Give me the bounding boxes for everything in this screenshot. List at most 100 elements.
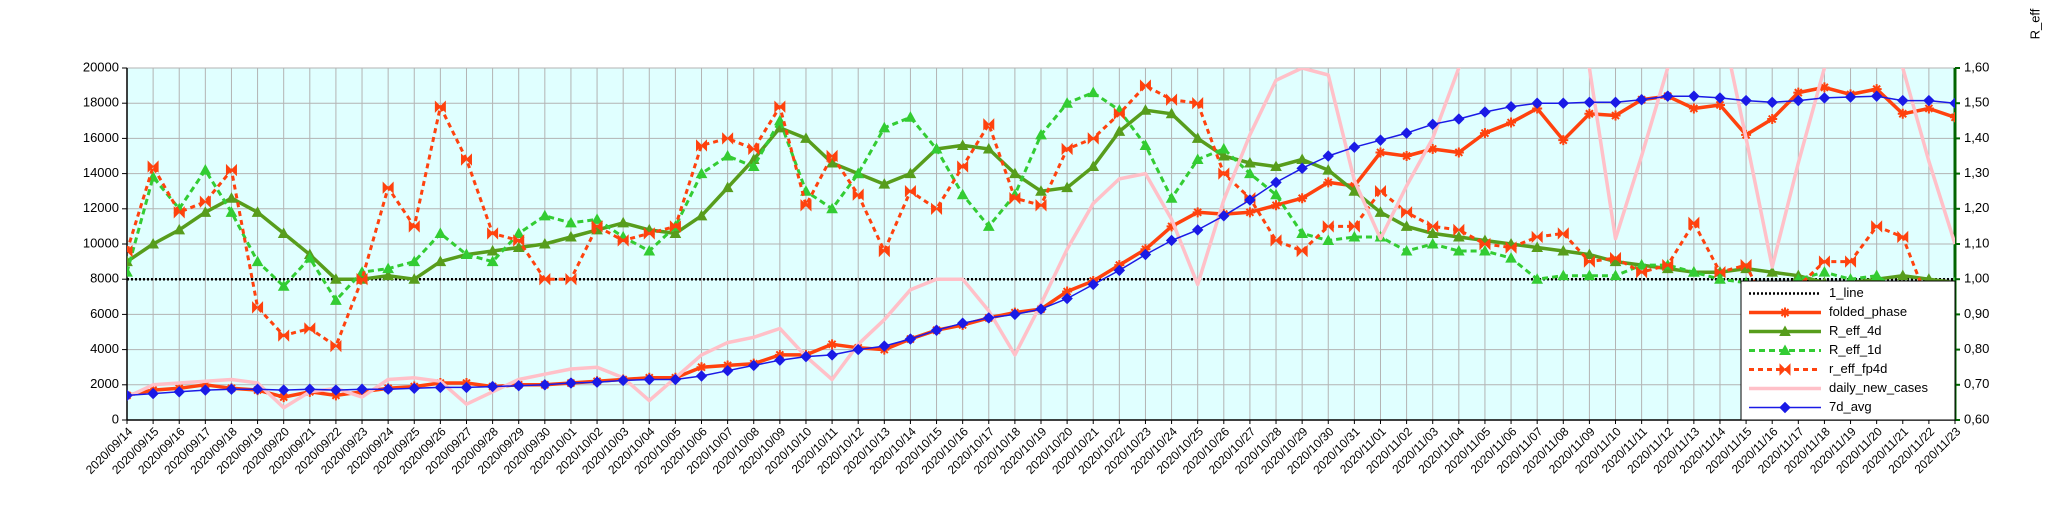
marker (513, 379, 525, 392)
marker (1113, 125, 1126, 136)
marker (669, 220, 681, 233)
y-tick-label: 2000 (90, 376, 119, 391)
marker (1035, 128, 1047, 140)
marker (1896, 269, 1909, 281)
marker (1779, 344, 1791, 355)
marker (512, 241, 525, 253)
marker (303, 252, 316, 263)
marker (1635, 93, 1648, 106)
marker (356, 272, 368, 286)
marker (330, 384, 342, 396)
marker (800, 199, 812, 212)
marker (1087, 86, 1100, 98)
marker (1506, 117, 1517, 128)
marker (565, 377, 577, 389)
marker (1793, 87, 1804, 98)
marker (1610, 110, 1621, 121)
legend-label: 1_line (1829, 285, 1864, 300)
marker (1348, 230, 1361, 242)
marker (1400, 245, 1413, 256)
marker (147, 237, 159, 249)
marker (408, 382, 420, 395)
marker (1584, 108, 1595, 119)
marker (356, 383, 368, 395)
marker (1192, 96, 1204, 110)
y2-tick-label: 0,90 (1964, 306, 1989, 321)
marker (617, 234, 629, 247)
marker (1557, 97, 1569, 109)
marker (252, 301, 264, 314)
marker (1348, 141, 1361, 153)
marker (434, 227, 447, 238)
marker (1218, 167, 1230, 180)
marker (1636, 265, 1648, 279)
marker (330, 294, 342, 305)
marker (1453, 147, 1464, 158)
marker (199, 195, 211, 208)
marker (1166, 221, 1177, 232)
marker (199, 164, 212, 175)
marker (1087, 132, 1099, 145)
marker (1950, 112, 1955, 123)
marker (1244, 194, 1256, 206)
marker (382, 383, 394, 395)
marker (434, 381, 447, 394)
marker (538, 209, 551, 221)
marker (1401, 151, 1412, 161)
marker (826, 202, 838, 214)
marker (1139, 139, 1152, 150)
marker (643, 227, 655, 240)
marker (1714, 99, 1725, 110)
marker (1531, 273, 1544, 284)
marker (1061, 292, 1073, 305)
marker (1244, 207, 1255, 218)
marker (1714, 92, 1726, 104)
marker (1949, 97, 1955, 109)
legend-label: 7d_avg (1829, 399, 1872, 414)
marker (747, 160, 760, 172)
marker (1217, 142, 1230, 154)
marker (1139, 104, 1152, 115)
marker (696, 362, 707, 373)
marker (1688, 216, 1700, 230)
marker (1779, 325, 1791, 336)
marker (304, 322, 316, 335)
y-tick-label: 8000 (90, 271, 119, 286)
marker (1191, 132, 1204, 143)
marker (277, 280, 290, 291)
legend-label: r_eff_fp4d (1829, 361, 1887, 376)
marker (199, 206, 212, 217)
marker (1871, 220, 1883, 233)
marker (1740, 94, 1752, 107)
marker (486, 245, 499, 256)
marker (1740, 258, 1752, 272)
marker (127, 389, 133, 402)
marker (695, 370, 708, 382)
marker (1688, 266, 1700, 277)
marker (1505, 241, 1517, 254)
marker (1244, 167, 1256, 179)
marker (669, 227, 682, 238)
marker (1557, 245, 1570, 256)
marker (1923, 94, 1935, 107)
marker (1870, 269, 1883, 281)
marker (878, 244, 890, 258)
marker (800, 132, 812, 143)
marker (539, 272, 551, 286)
marker (173, 223, 186, 235)
marker (1087, 278, 1099, 291)
marker (1427, 143, 1438, 154)
marker (1870, 90, 1883, 102)
marker (983, 312, 995, 324)
marker (1531, 241, 1544, 253)
marker (487, 227, 499, 240)
marker (904, 333, 917, 345)
marker (1844, 91, 1857, 103)
marker (1009, 167, 1021, 179)
marker (225, 383, 238, 395)
marker (1583, 255, 1595, 268)
marker (1479, 128, 1490, 139)
marker (878, 340, 891, 352)
marker (1688, 103, 1699, 114)
marker (127, 266, 133, 277)
